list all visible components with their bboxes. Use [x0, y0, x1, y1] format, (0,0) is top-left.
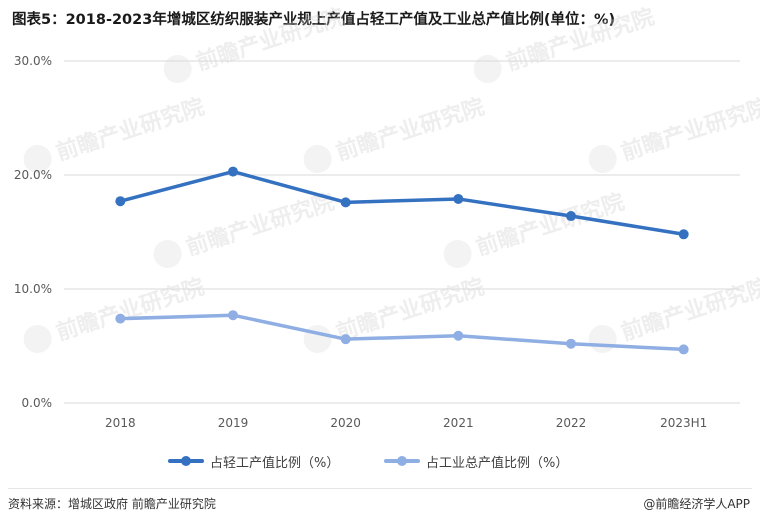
grid-layer: [64, 60, 740, 404]
series-layer: [115, 166, 689, 355]
series-2-point-0: [115, 313, 126, 324]
y-axis-tick-labels: 0.0% 10.0% 20.0% 30.0%: [14, 54, 52, 410]
series-2-point-4: [566, 338, 576, 349]
series-2-point-3: [453, 330, 464, 341]
chart-title: 图表5：2018-2023年增城区纺织服装产业规上产值占轻工产值及工业总产值比例…: [12, 12, 616, 28]
svg-text:前瞻产业研究院: 前瞻产业研究院: [193, 4, 348, 76]
series-1-point-0: [115, 196, 126, 207]
y-tick-label-0: 0.0%: [22, 396, 53, 410]
legend-item-series-2[interactable]: 占工业总产值比例（%）: [384, 451, 568, 471]
x-axis-tick-labels: 2018 2019 2020 2021 2022 2023H1: [105, 416, 707, 430]
series-1-point-3: [453, 193, 464, 204]
series-1-point-4: [566, 211, 576, 222]
x-tick-label-4: 2022: [556, 416, 587, 430]
x-tick-label-0: 2018: [105, 416, 136, 430]
legend-swatch-series-1: [168, 456, 204, 466]
x-tick-label-3: 2021: [443, 416, 474, 430]
watermark-5: 前瞻产业研究院: [588, 274, 760, 353]
footer-divider: [8, 488, 752, 489]
legend-item-series-1[interactable]: 占轻工产值比例（%）: [168, 451, 339, 471]
svg-text:前瞻产业研究院: 前瞻产业研究院: [53, 274, 208, 346]
series-2-point-5: [678, 344, 689, 355]
series-1: [115, 166, 689, 240]
series-1-point-1: [228, 166, 238, 177]
footer: 资料来源：增城区政府 前瞻产业研究院 @前瞻经济学人APP: [0, 488, 760, 524]
series-1-point-2: [340, 197, 351, 208]
watermark-0: 前瞻产业研究院: [23, 94, 208, 173]
legend-label-series-2: 占工业总产值比例（%）: [426, 455, 569, 471]
source-text: 资料来源：增城区政府 前瞻产业研究院: [8, 497, 216, 511]
watermark-6: 前瞻产业研究院: [163, 4, 348, 83]
series-2: [115, 310, 689, 355]
y-tick-label-1: 10.0%: [14, 282, 52, 296]
watermark-1: 前瞻产业研究院: [303, 94, 488, 173]
watermark-4: 前瞻产业研究院: [303, 274, 487, 353]
svg-text:前瞻产业研究院: 前瞻产业研究院: [53, 94, 208, 166]
svg-text:前瞻产业研究院: 前瞻产业研究院: [473, 189, 628, 261]
x-tick-label-1: 2019: [218, 416, 249, 430]
y-tick-label-2: 20.0%: [14, 168, 52, 182]
x-tick-label-5: 2023H1: [660, 416, 707, 430]
svg-text:前瞻产业研究院: 前瞻产业研究院: [333, 94, 488, 166]
legend: 占轻工产值比例（%） 占工业总产值比例（%）: [0, 451, 760, 471]
series-2-point-2: [340, 334, 351, 345]
watermark-7: 前瞻产业研究院: [473, 4, 658, 83]
watermark-9: 前瞻产业研究院: [153, 189, 338, 268]
series-2-point-1: [228, 310, 238, 321]
legend-swatch-series-2: [384, 456, 420, 466]
y-tick-label-3: 30.0%: [14, 54, 52, 68]
watermark-2: 前瞻产业研究院: [588, 94, 760, 173]
legend-label-series-1: 占轻工产值比例（%）: [210, 455, 340, 471]
series-1-line: [118, 169, 686, 237]
series-2-line: [118, 313, 686, 352]
svg-text:前瞻产业研究院: 前瞻产业研究院: [503, 4, 658, 76]
brand-text: @前瞻经济学人APP: [643, 497, 750, 511]
x-tick-label-2: 2020: [330, 416, 361, 430]
svg-text:前瞻产业研究院: 前瞻产业研究院: [618, 94, 760, 166]
svg-text:前瞻产业研究院: 前瞻产业研究院: [618, 274, 760, 346]
svg-text:前瞻产业研究院: 前瞻产业研究院: [183, 189, 338, 261]
series-1-point-5: [678, 229, 689, 240]
